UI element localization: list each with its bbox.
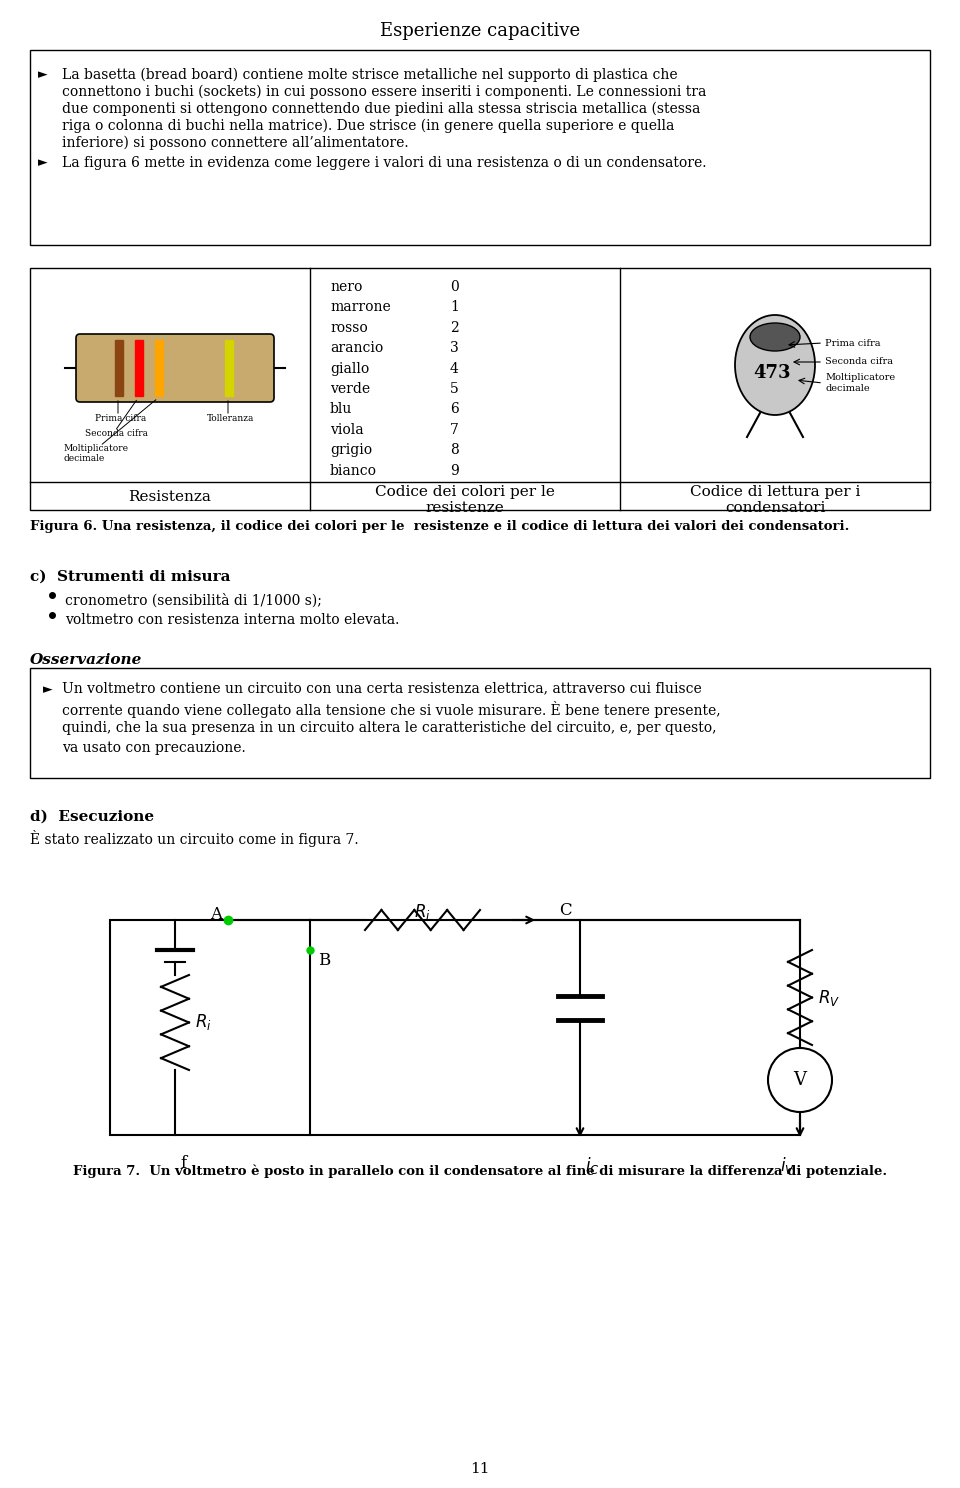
Text: va usato con precauzione.: va usato con precauzione. <box>62 741 246 754</box>
Text: riga o colonna di buchi nella matrice). Due strisce (in genere quella superiore : riga o colonna di buchi nella matrice). … <box>62 119 674 134</box>
Text: Seconda cifra: Seconda cifra <box>85 429 148 437</box>
Text: due componenti si ottengono connettendo due piedini alla stessa striscia metalli: due componenti si ottengono connettendo … <box>62 103 701 116</box>
Text: V: V <box>794 1071 806 1089</box>
Text: 2: 2 <box>450 321 459 335</box>
Text: $R_i$: $R_i$ <box>195 1012 212 1033</box>
Text: Codice di lettura per i
condensatori: Codice di lettura per i condensatori <box>690 485 860 515</box>
Text: Moltiplicatore
decimale: Moltiplicatore decimale <box>63 443 128 463</box>
Text: Osservazione: Osservazione <box>30 653 142 667</box>
Text: 8: 8 <box>450 443 459 457</box>
Text: grigio: grigio <box>330 443 372 457</box>
Text: $i_C$: $i_C$ <box>585 1155 600 1176</box>
Text: Un voltmetro contiene un circuito con una certa resistenza elettrica, attraverso: Un voltmetro contiene un circuito con un… <box>62 682 702 695</box>
Text: 5: 5 <box>450 382 459 396</box>
Bar <box>30 51 930 246</box>
Text: La figura 6 mette in evidenza come leggere i valori di una resistenza o di un co: La figura 6 mette in evidenza come legge… <box>62 156 707 170</box>
Bar <box>135 339 143 396</box>
Text: Prima cifra: Prima cifra <box>825 338 880 348</box>
Text: 473: 473 <box>754 365 791 382</box>
Bar <box>115 339 123 396</box>
Text: blu: blu <box>330 402 352 417</box>
Text: C: C <box>559 902 571 920</box>
Bar <box>110 920 800 1135</box>
Text: La basetta (bread board) contiene molte strisce metalliche nel supporto di plast: La basetta (bread board) contiene molte … <box>62 68 678 82</box>
Text: A: A <box>210 906 222 923</box>
Text: arancio: arancio <box>330 341 383 356</box>
Text: È stato realizzato un circuito come in figura 7.: È stato realizzato un circuito come in f… <box>30 830 359 847</box>
Text: c)  Strumenti di misura: c) Strumenti di misura <box>30 570 230 583</box>
Text: ►: ► <box>43 683 53 696</box>
Text: 1: 1 <box>450 301 459 314</box>
Text: corrente quando viene collegato alla tensione che si vuole misurare. È bene tene: corrente quando viene collegato alla ten… <box>62 701 721 719</box>
Text: 7: 7 <box>450 423 459 437</box>
Text: Seconda cifra: Seconda cifra <box>825 357 893 366</box>
Bar <box>30 668 930 778</box>
Text: d)  Esecuzione: d) Esecuzione <box>30 809 155 824</box>
Ellipse shape <box>750 323 800 351</box>
Text: Esperienze capacitive: Esperienze capacitive <box>380 22 580 40</box>
Text: verde: verde <box>330 382 371 396</box>
Text: f: f <box>180 1155 186 1173</box>
Text: 11: 11 <box>470 1463 490 1476</box>
Text: nero: nero <box>330 280 362 295</box>
Text: marrone: marrone <box>330 301 391 314</box>
Bar <box>225 339 233 396</box>
Text: ►: ► <box>38 68 48 80</box>
Text: $R_V$: $R_V$ <box>818 988 840 1007</box>
Text: cronometro (sensibilità di 1/1000 s);: cronometro (sensibilità di 1/1000 s); <box>65 594 322 607</box>
Text: ►: ► <box>38 156 48 170</box>
Bar <box>30 268 930 510</box>
Text: $R_i$: $R_i$ <box>414 902 431 923</box>
Bar <box>155 339 163 396</box>
Text: connettono i buchi (sockets) in cui possono essere inseriti i componenti. Le con: connettono i buchi (sockets) in cui poss… <box>62 85 707 100</box>
Circle shape <box>768 1048 832 1112</box>
Text: quindi, che la sua presenza in un circuito altera le caratteristiche del circuit: quindi, che la sua presenza in un circui… <box>62 722 716 735</box>
Text: Figura 7.  Un voltmetro è posto in parallelo con il condensatore al fine di misu: Figura 7. Un voltmetro è posto in parall… <box>73 1165 887 1178</box>
Text: Tolleranza: Tolleranza <box>207 414 254 423</box>
Text: rosso: rosso <box>330 321 368 335</box>
Text: 4: 4 <box>450 362 459 375</box>
Text: inferiore) si possono connettere all’alimentatore.: inferiore) si possono connettere all’ali… <box>62 135 409 150</box>
Text: bianco: bianco <box>330 464 377 478</box>
Text: Codice dei colori per le
resistenze: Codice dei colori per le resistenze <box>375 485 555 515</box>
Text: 6: 6 <box>450 402 459 417</box>
Text: Prima cifra: Prima cifra <box>95 414 146 423</box>
Text: B: B <box>318 952 330 969</box>
Text: 9: 9 <box>450 464 459 478</box>
Text: 3: 3 <box>450 341 459 356</box>
Text: Moltiplicatore
decimale: Moltiplicatore decimale <box>825 373 895 393</box>
Ellipse shape <box>735 315 815 415</box>
Text: giallo: giallo <box>330 362 370 375</box>
Text: voltmetro con resistenza interna molto elevata.: voltmetro con resistenza interna molto e… <box>65 613 399 626</box>
Text: viola: viola <box>330 423 364 437</box>
Text: 0: 0 <box>450 280 459 295</box>
FancyBboxPatch shape <box>76 333 274 402</box>
Text: Figura 6. Una resistenza, il codice dei colori per le  resistenze e il codice di: Figura 6. Una resistenza, il codice dei … <box>30 519 850 533</box>
Text: $i_V$: $i_V$ <box>780 1155 795 1176</box>
Text: Resistenza: Resistenza <box>129 490 211 504</box>
